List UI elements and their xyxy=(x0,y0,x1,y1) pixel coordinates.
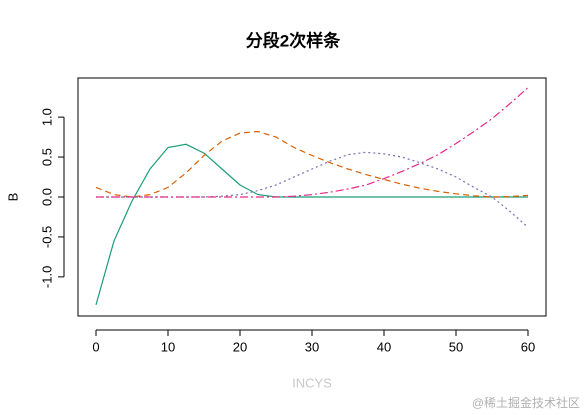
x-tick-label: 40 xyxy=(377,339,391,354)
x-tick-label: 60 xyxy=(521,339,535,354)
x-tick-label: 50 xyxy=(449,339,463,354)
x-tick-label: 30 xyxy=(305,339,319,354)
y-tick-label: -0.5 xyxy=(39,226,54,248)
series-line xyxy=(96,87,529,198)
x-axis-label: INCYS xyxy=(292,375,332,390)
chart-title: 分段2次样条 xyxy=(246,30,341,50)
x-tick-label: 0 xyxy=(92,339,99,354)
y-tick-label: 1.0 xyxy=(39,108,54,126)
watermark: @稀土掘金技术社区 xyxy=(472,395,580,410)
y-tick-label: 0.0 xyxy=(39,188,54,206)
series-line xyxy=(96,151,529,228)
series-line xyxy=(95,130,529,198)
plot-box xyxy=(77,77,547,317)
y-tick-label: -1.0 xyxy=(39,266,54,288)
x-tick-label: 20 xyxy=(233,339,247,354)
y-axis-label: B xyxy=(5,193,20,202)
x-tick-label: 10 xyxy=(161,339,175,354)
y-tick-label: 0.5 xyxy=(39,148,54,166)
series-line xyxy=(95,143,528,305)
